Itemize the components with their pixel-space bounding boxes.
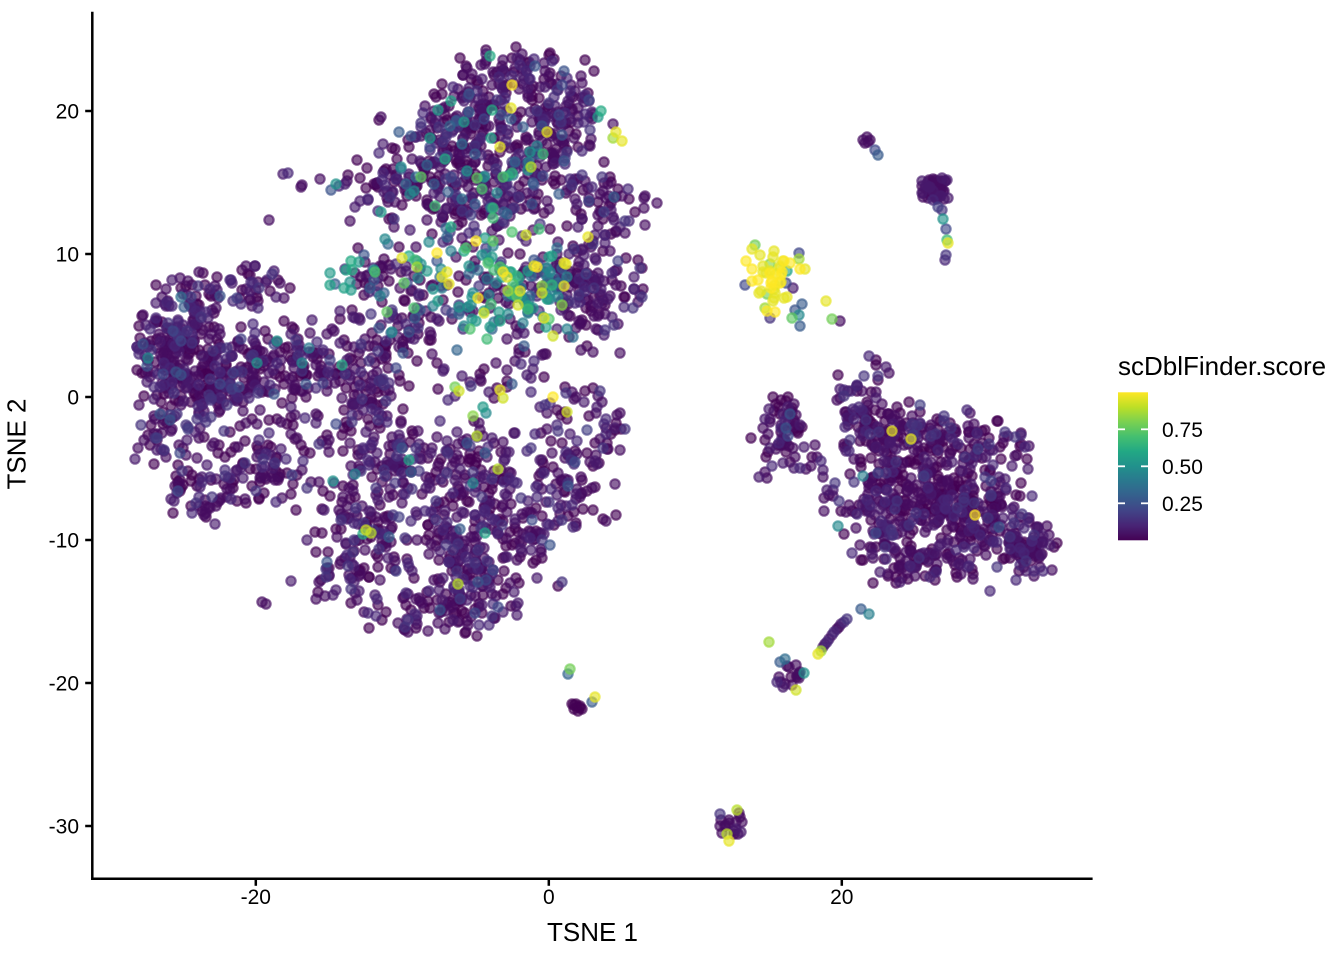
svg-text:TSNE 2: TSNE 2 [2,398,32,489]
svg-text:0: 0 [67,387,79,410]
svg-text:20: 20 [56,101,79,124]
svg-text:0.50: 0.50 [1162,456,1203,479]
svg-text:0: 0 [543,886,555,909]
svg-text:0.25: 0.25 [1162,493,1203,516]
svg-text:-30: -30 [49,816,79,839]
svg-text:-10: -10 [49,530,79,553]
svg-text:10: 10 [56,244,79,267]
svg-text:-20: -20 [49,673,79,696]
svg-text:scDblFinder.score: scDblFinder.score [1118,351,1326,381]
svg-text:20: 20 [830,886,853,909]
svg-text:0.75: 0.75 [1162,419,1203,442]
svg-text:-20: -20 [241,886,271,909]
svg-text:TSNE 1: TSNE 1 [547,917,638,947]
